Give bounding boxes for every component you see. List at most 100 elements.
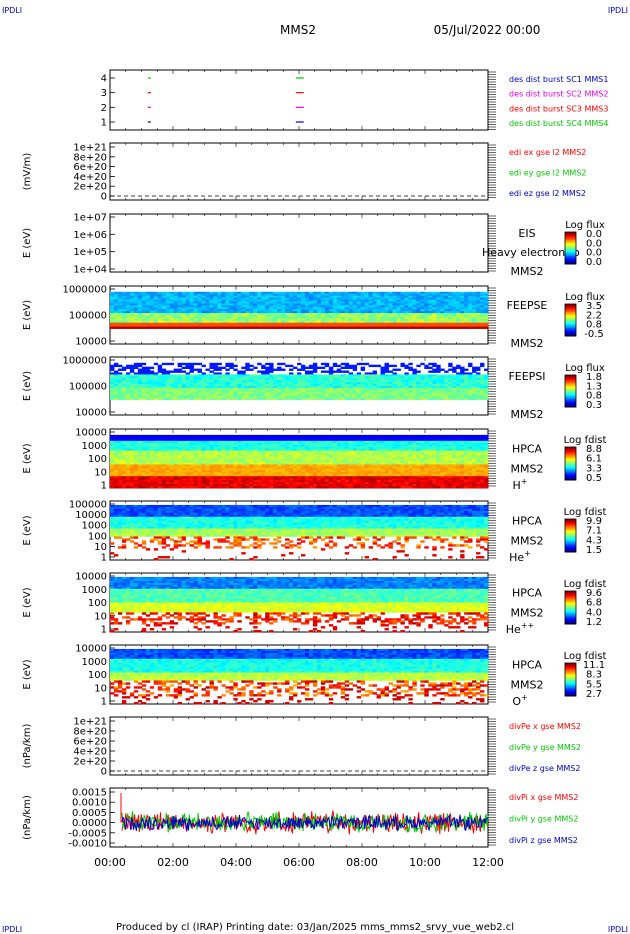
panel-feepse-spectrogram-cell xyxy=(201,299,206,302)
panel-hpca_h-spectrogram-cell xyxy=(197,472,202,475)
panel-feepse-spectrogram-cell xyxy=(476,316,481,320)
panel-feepsi-spectrogram-cell xyxy=(448,386,453,389)
panel-feepse-spectrogram-cell xyxy=(336,303,342,306)
panel-feepsi-spectrogram-cell xyxy=(380,382,385,385)
panel-feepse-spectrogram-cell xyxy=(205,305,210,308)
panel-feepse-spectrogram-cell xyxy=(221,324,226,327)
panel-feepsi-spectrogram-cell xyxy=(440,374,445,377)
panel-feepse-spectrogram-cell xyxy=(297,313,302,316)
panel-hpca_h-spectrogram-cell xyxy=(177,438,183,442)
panel-feepsi-y-tick-label: 100000 xyxy=(69,382,107,393)
panel-feepsi-spectrogram-cell xyxy=(141,368,147,371)
panel-feepsi-spectrogram-cell xyxy=(340,386,346,389)
panel-feepsi-spectrogram-cell xyxy=(440,378,445,381)
panel-feepse-spectrogram-cell xyxy=(364,305,370,308)
panel-edi-frame xyxy=(109,142,489,201)
panel-feepse-spectrogram-cell xyxy=(352,293,358,297)
panel-feepsi-spectrogram-cell xyxy=(384,395,389,398)
panel-hpca_h-spectrogram-cell xyxy=(165,452,171,455)
panel-feepse-spectrogram-cell xyxy=(169,305,175,308)
panel-feepse-spectrogram-cell xyxy=(261,318,266,322)
panel-feepse-spectrogram-cell xyxy=(304,295,310,298)
panel-feepse-spectrogram-cell xyxy=(372,311,377,314)
panel-feepsi-spectrogram-cell xyxy=(193,380,198,383)
panel-feepse-spectrogram-cell xyxy=(468,322,473,326)
panel-feepse-spectrogram-cell xyxy=(452,315,457,318)
panel-feepsi-spectrogram-cell xyxy=(229,364,234,368)
panel-feepse-spectrogram-cell xyxy=(412,316,417,320)
panel-feepsi-spectrogram-cell xyxy=(213,397,218,400)
panel-feepse-spectrogram-cell xyxy=(141,299,147,302)
panel-feepse-spectrogram-cell xyxy=(281,297,286,300)
panel-feepse-spectrogram-cell xyxy=(265,307,270,310)
panel-feepsi-spectrogram-cell xyxy=(145,391,151,395)
panel-feepse-spectrogram-cell xyxy=(476,293,481,297)
panel-feepse-spectrogram-cell xyxy=(424,293,429,297)
panel-feepse-spectrogram-cell xyxy=(420,291,425,295)
panel-hpca_h-spectrogram-cell xyxy=(121,444,127,448)
panel-feepsi-spectrogram-cell xyxy=(384,380,389,383)
panel-feepse-spectrogram-cell xyxy=(360,295,366,298)
panel-feepse-colorbar-swatch xyxy=(565,326,576,329)
panel-feepsi-spectrogram-cell xyxy=(456,391,461,395)
panel-feepsi-spectrogram-cell xyxy=(149,374,155,377)
panel-feepsi-spectrogram-cell xyxy=(344,382,350,385)
panel-feepse-spectrogram-cell xyxy=(456,295,461,298)
panel-feepse-spectrogram-cell xyxy=(169,295,175,298)
panel-feepse-spectrogram-cell xyxy=(452,311,457,314)
panel-feepsi-spectrogram-cell xyxy=(217,366,222,369)
panel-feepsi-spectrogram-cell xyxy=(197,368,202,371)
panel-hpca_h-spectrogram-cell xyxy=(185,476,190,479)
panel-hpca_h-spectrogram-cell xyxy=(193,442,198,446)
panel-feepsi-spectrogram-cell xyxy=(424,397,429,400)
panel-feepsi-spectrogram-cell xyxy=(113,378,119,381)
panel-hpca_h-spectrogram-cell xyxy=(129,468,135,471)
panel-feepsi-spectrogram-cell xyxy=(213,372,218,375)
panel-feepsi-spectrogram-cell xyxy=(364,395,370,398)
panel-feepsi-spectrogram-cell xyxy=(133,372,139,375)
panel-feepsi-spectrogram-cell xyxy=(348,372,354,375)
panel-feepse-spectrogram-cell xyxy=(412,297,417,300)
panel-feepse-spectrogram-cell xyxy=(133,309,139,312)
panel-feepsi-spectrogram-cell xyxy=(229,395,234,398)
panel-feepsi-spectrogram-cell xyxy=(400,376,405,379)
panel-hpca_h-spectrogram-cell xyxy=(237,462,242,465)
panel-feepsi-spectrogram-cell xyxy=(344,374,350,377)
panel-hpca_h-spectrogram-cell xyxy=(225,448,230,452)
panel-feepse-spectrogram-cell xyxy=(328,295,334,298)
panel-hpca_h-spectrogram-cell xyxy=(225,482,230,485)
panel-feepsi-spectrogram-cell xyxy=(308,374,314,377)
panel-feepsi-spectrogram-cell xyxy=(177,376,183,379)
panel-feepse-spectrogram-cell xyxy=(472,301,477,304)
panel-feepse-spectrogram-cell xyxy=(464,324,469,327)
panel-feepsi-spectrogram-cell xyxy=(368,391,374,395)
panel-feepsi-spectrogram-cell xyxy=(113,384,119,387)
panel-hpca_h-spectrogram-cell xyxy=(189,482,194,485)
panel-feepse-spectrogram-cell xyxy=(225,313,230,316)
panel-feepsi-spectrogram-cell xyxy=(197,391,202,395)
panel-feepsi-spectrogram-cell xyxy=(460,366,465,369)
panel-hpca_h-spectrogram-cell xyxy=(225,444,230,448)
panel-feepse-spectrogram-cell xyxy=(436,303,441,306)
panel-feepse-spectrogram-cell xyxy=(269,299,274,302)
panel-hpca_h-spectrogram-cell xyxy=(129,478,135,481)
panel-feepse-spectrogram-cell xyxy=(229,301,234,304)
panel-feepsi-spectrogram-cell xyxy=(201,387,206,391)
panel-feepse-spectrogram-cell xyxy=(316,293,322,297)
panel-feepsi-spectrogram-cell xyxy=(364,374,370,377)
panel-feepsi-spectrogram-cell xyxy=(320,387,326,391)
panel-feepse-spectrogram-cell xyxy=(388,295,393,298)
panel-feepsi-spectrogram-cell xyxy=(368,378,374,381)
panel-feepse-spectrogram-cell xyxy=(412,305,417,308)
panel-feepsi-spectrogram-cell xyxy=(308,372,314,375)
panel-feepsi-spectrogram-cell xyxy=(360,384,366,387)
panel-feepsi-spectrogram-cell xyxy=(245,364,250,368)
panel-hpca_h-spectrogram-cell xyxy=(197,442,202,446)
panel-feepse-spectrogram-cell xyxy=(460,311,465,314)
panel-hpca_h-spectrogram-cell xyxy=(189,442,194,446)
panel-feepse-spectrogram-cell xyxy=(384,324,389,327)
panel-eis-colorbar-swatch xyxy=(565,257,576,260)
panel-feepse-spectrogram-cell xyxy=(344,313,350,316)
panel-feepse-spectrogram-cell xyxy=(364,293,370,297)
